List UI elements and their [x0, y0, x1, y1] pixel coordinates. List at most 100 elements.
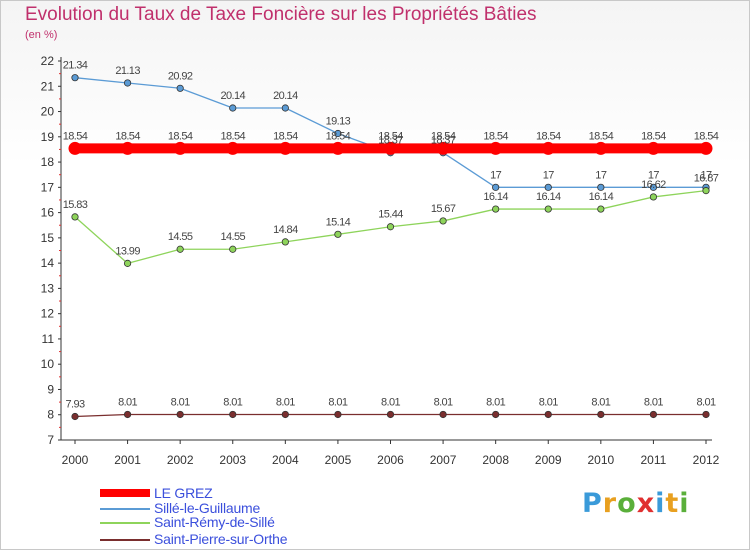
- data-label: 16.14: [483, 191, 508, 203]
- data-point: [597, 205, 605, 213]
- data-label: 8.01: [118, 396, 137, 408]
- x-tick-label: 2007: [430, 453, 457, 467]
- x-tick-label: 2005: [325, 453, 352, 467]
- data-label: 7.93: [65, 399, 84, 411]
- data-label: 18.54: [115, 130, 140, 142]
- data-point: [229, 104, 237, 112]
- legend-swatch-saint-remy-de-sille: [100, 522, 150, 524]
- logo-letter: o: [617, 488, 637, 519]
- data-label: 20.14: [220, 90, 245, 102]
- data-point: [176, 410, 184, 419]
- data-point: [386, 410, 395, 419]
- y-tick-label: 17: [41, 180, 55, 194]
- y-tick-label: 15: [41, 231, 55, 245]
- y-tick-label: 7: [47, 433, 54, 447]
- data-point: [439, 410, 447, 419]
- y-tick-label: 10: [41, 357, 55, 371]
- y-tick-label: 9: [47, 382, 54, 396]
- x-tick-label: 2010: [587, 453, 614, 467]
- y-tick-label: 11: [42, 332, 55, 346]
- data-label: 18.54: [378, 130, 403, 142]
- data-label: 16.87: [694, 173, 719, 185]
- data-label: 15.44: [378, 209, 403, 221]
- y-tick-label: 21: [41, 79, 55, 93]
- data-point: [702, 410, 710, 419]
- y-tick-label: 22: [41, 54, 55, 68]
- data-label: 13.99: [115, 245, 140, 257]
- y-tick-label: 14: [41, 256, 55, 270]
- data-label: 8.01: [223, 396, 242, 408]
- data-point: [334, 410, 342, 419]
- data-label: 20.14: [273, 90, 298, 102]
- data-label: 18.54: [220, 130, 245, 142]
- data-point: [594, 141, 608, 155]
- data-label: 15.14: [326, 216, 351, 228]
- data-point: [281, 238, 289, 246]
- data-point: [492, 183, 500, 191]
- x-tick-label: 2006: [377, 453, 404, 467]
- data-point: [71, 412, 79, 421]
- data-label: 20.92: [168, 70, 193, 82]
- data-label: 17: [490, 169, 502, 181]
- data-label: 8.01: [171, 396, 190, 408]
- data-point: [123, 259, 132, 267]
- logo-letter: r: [602, 488, 618, 519]
- data-label: 17: [648, 169, 660, 181]
- logo-letter: i: [679, 488, 690, 519]
- data-label: 19.13: [326, 116, 351, 128]
- data-point: [439, 217, 447, 225]
- logo-letter: P: [582, 488, 603, 519]
- data-label: 18.54: [483, 130, 508, 142]
- data-point: [229, 245, 237, 253]
- legend-swatch-sille-le-guillaume: [100, 508, 150, 510]
- chart-title: Evolution du Taux de Taxe Foncière sur l…: [25, 4, 537, 25]
- data-label: 8.01: [276, 396, 295, 408]
- data-label: 17: [700, 169, 712, 181]
- data-point: [702, 187, 710, 195]
- x-tick-label: 2000: [62, 453, 89, 467]
- data-label: 8.01: [328, 396, 347, 408]
- y-tick-label: 16: [41, 206, 55, 220]
- x-tick-label: 2011: [641, 453, 667, 467]
- legend-label-sille-le-guillaume: Sillé-le-Guillaume: [154, 500, 261, 516]
- data-label: 15.83: [63, 199, 88, 211]
- logo-letter: x: [636, 488, 656, 519]
- x-tick-label: 2001: [114, 453, 141, 467]
- data-point: [281, 410, 289, 419]
- data-label: 21.13: [115, 65, 140, 77]
- data-point: [699, 141, 713, 155]
- data-label: 15.67: [431, 203, 456, 215]
- data-point: [544, 183, 552, 191]
- data-label: 16.14: [536, 191, 561, 203]
- data-point: [649, 410, 658, 419]
- data-point: [489, 141, 503, 155]
- data-point: [229, 410, 237, 419]
- data-point: [121, 141, 135, 155]
- data-label: 8.01: [696, 396, 715, 408]
- data-label: 18.37: [431, 135, 456, 147]
- data-point: [281, 104, 289, 112]
- data-point: [544, 410, 552, 419]
- data-point: [176, 245, 184, 253]
- y-tick-label: 20: [41, 105, 55, 119]
- data-point: [597, 183, 605, 191]
- logo-letter: t: [665, 488, 680, 519]
- data-label: 16.62: [641, 179, 666, 191]
- data-label: 16.14: [589, 191, 614, 203]
- legend-label-saint-pierre-sur-orthe: Saint-Pierre-sur-Orthe: [154, 531, 288, 547]
- data-point: [386, 223, 395, 231]
- x-tick-label: 2012: [693, 453, 720, 467]
- y-tick-label: 8: [47, 408, 54, 422]
- data-point: [384, 141, 397, 155]
- data-label: 8.01: [591, 396, 610, 408]
- chart-unit: (en %): [25, 29, 58, 41]
- data-point: [173, 141, 187, 155]
- data-point: [544, 205, 552, 213]
- data-label: 18.54: [536, 130, 561, 142]
- data-point: [436, 141, 450, 155]
- data-label: 18.54: [63, 130, 88, 142]
- data-point: [541, 141, 555, 155]
- data-label: 21.34: [63, 60, 88, 72]
